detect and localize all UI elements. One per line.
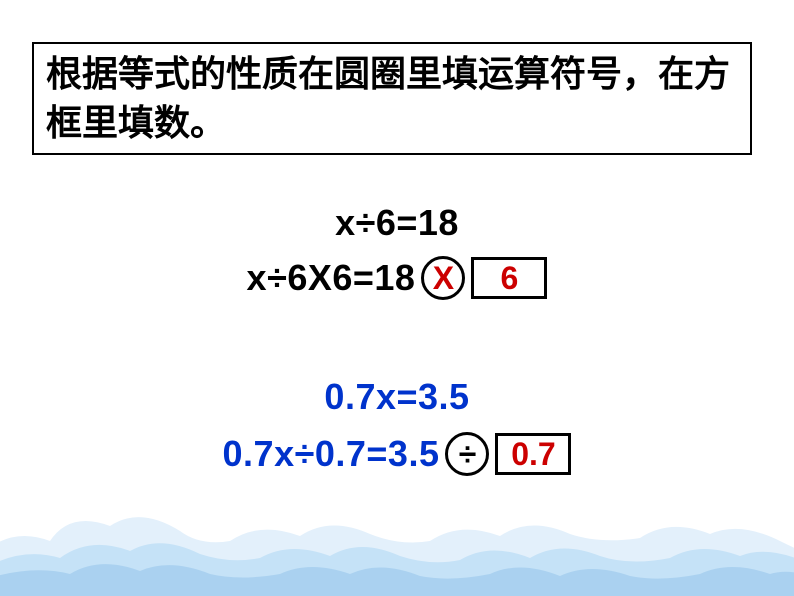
- equation-4-row: 0.7x÷0.7=3.5 ÷ 0.7: [223, 432, 572, 476]
- circle-operator-1: X: [421, 256, 465, 300]
- equation-2: x÷6X6=18 X 6: [0, 256, 794, 300]
- equation-4-prefix: 0.7x÷0.7=3.5: [223, 433, 440, 475]
- equation-4: 0.7x÷0.7=3.5 ÷ 0.7: [0, 432, 794, 476]
- instruction-text: 根据等式的性质在圆圈里填运算符号，在方框里填数。: [46, 50, 738, 147]
- instruction-box: 根据等式的性质在圆圈里填运算符号，在方框里填数。: [32, 42, 752, 155]
- equation-3-text: 0.7x=3.5: [324, 376, 469, 417]
- equation-1: x÷6=18: [0, 202, 794, 244]
- box-number-2: 0.7: [495, 433, 571, 475]
- box-number-1: 6: [471, 257, 547, 299]
- equation-1-text: x÷6=18: [335, 202, 459, 243]
- circle-operator-2: ÷: [445, 432, 489, 476]
- equation-2-prefix: x÷6X6=18: [247, 257, 416, 299]
- cloud-decoration: [0, 486, 794, 596]
- equation-3: 0.7x=3.5: [0, 376, 794, 418]
- equation-2-row: x÷6X6=18 X 6: [247, 256, 548, 300]
